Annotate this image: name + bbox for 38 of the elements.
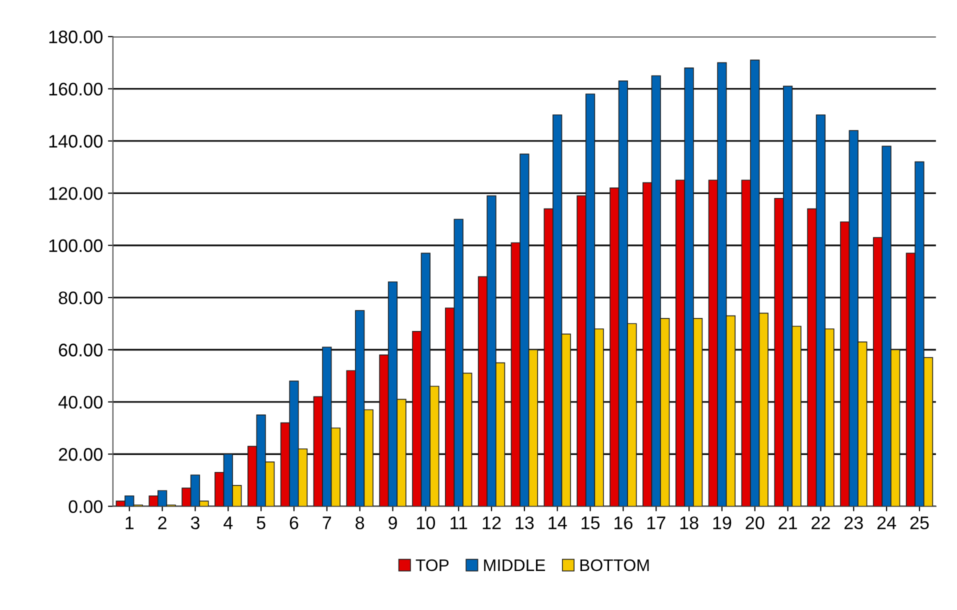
x-tick-label: 18 xyxy=(680,516,698,530)
x-tick-label: 20 xyxy=(746,516,764,530)
x-tick-label: 2 xyxy=(158,516,166,530)
x-tick-label: 5 xyxy=(256,516,266,530)
x-tick-label: 25 xyxy=(910,516,929,530)
x-tick-label: 21 xyxy=(778,516,797,530)
y-tick-label: 120.00 xyxy=(49,187,103,200)
x-tick-label: 13 xyxy=(516,516,534,530)
y-tick-label: 60.00 xyxy=(58,344,102,356)
x-tick-label: 11 xyxy=(450,516,468,530)
x-tick-label: 6 xyxy=(290,516,298,530)
y-tick-label: 20.00 xyxy=(58,448,102,461)
x-tick-label: 24 xyxy=(877,516,896,530)
x-tick-label: 4 xyxy=(224,516,233,530)
y-tick-label: 40.00 xyxy=(58,396,102,409)
x-tick-label: 22 xyxy=(812,516,830,530)
legend-label: BOTTOM xyxy=(580,559,649,572)
x-tick-label: 1 xyxy=(126,516,134,530)
x-tick-label: 10 xyxy=(417,516,436,530)
y-tick-label: 160.00 xyxy=(49,82,103,96)
y-tick-label: 100.00 xyxy=(49,239,103,252)
x-tick-label: 15 xyxy=(582,516,600,530)
x-tick-label: 14 xyxy=(548,516,567,530)
x-tick-label: 17 xyxy=(647,516,666,530)
x-tick-label: 9 xyxy=(388,516,397,530)
legend-label: MIDDLE xyxy=(484,559,546,571)
x-tick-label: 23 xyxy=(844,516,863,530)
y-tick-label: 140.00 xyxy=(49,134,103,148)
y-tick-label: 180.00 xyxy=(49,30,103,44)
x-tick-label: 7 xyxy=(322,516,332,530)
x-tick-label: 3 xyxy=(190,516,200,530)
x-tick-label: 12 xyxy=(482,516,501,530)
x-tick-label: 19 xyxy=(713,516,732,530)
x-tick-label: 16 xyxy=(614,516,632,530)
legend-label: TOP xyxy=(416,559,449,572)
y-tick-label: 80.00 xyxy=(58,291,102,304)
y-tick-label: 0.00 xyxy=(68,500,102,514)
x-tick-label: 8 xyxy=(356,516,364,530)
